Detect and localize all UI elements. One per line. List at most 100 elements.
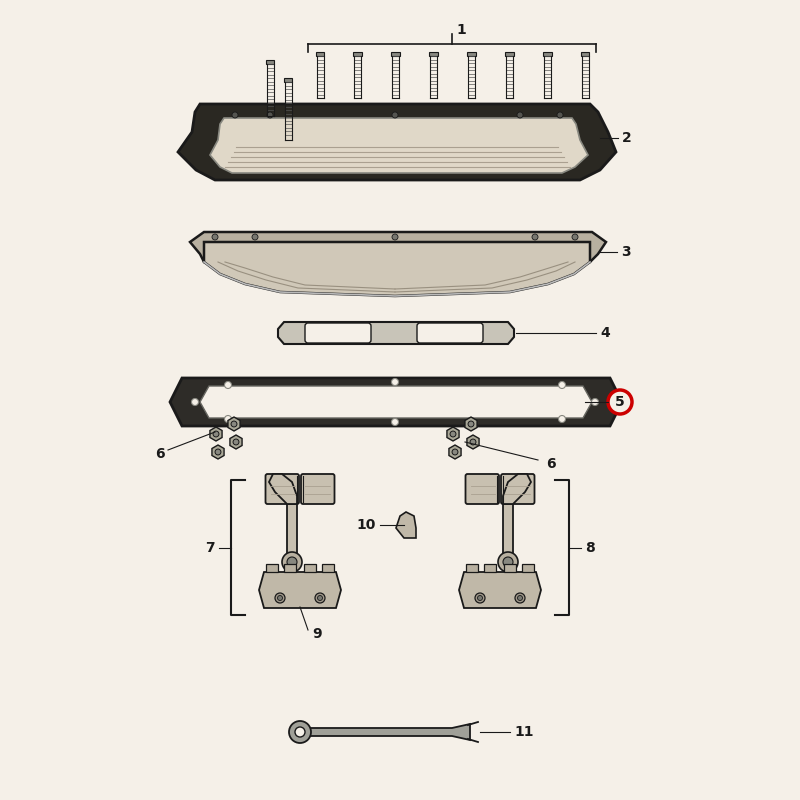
Text: 5: 5 <box>615 395 625 409</box>
Bar <box>542 52 551 56</box>
Circle shape <box>558 382 566 389</box>
Circle shape <box>318 595 322 601</box>
Circle shape <box>392 234 398 240</box>
Text: 8: 8 <box>585 541 594 555</box>
Text: 3: 3 <box>621 245 630 259</box>
Circle shape <box>233 439 239 445</box>
Circle shape <box>475 593 485 603</box>
FancyBboxPatch shape <box>501 474 534 504</box>
FancyBboxPatch shape <box>305 323 371 343</box>
Polygon shape <box>212 445 224 459</box>
Polygon shape <box>210 118 588 173</box>
Bar <box>287 504 297 562</box>
Polygon shape <box>447 427 459 441</box>
Circle shape <box>392 112 398 118</box>
Polygon shape <box>210 427 222 441</box>
Polygon shape <box>503 474 531 504</box>
Circle shape <box>289 721 311 743</box>
FancyBboxPatch shape <box>466 474 499 504</box>
Circle shape <box>278 595 282 601</box>
Circle shape <box>391 418 398 426</box>
Circle shape <box>231 421 237 427</box>
Text: 7: 7 <box>206 541 215 555</box>
Bar <box>429 52 438 56</box>
Circle shape <box>267 112 273 118</box>
Circle shape <box>503 557 513 567</box>
Circle shape <box>532 234 538 240</box>
Bar <box>284 564 296 572</box>
Bar <box>284 78 292 82</box>
Text: 2: 2 <box>622 131 632 145</box>
Circle shape <box>232 112 238 118</box>
Polygon shape <box>204 242 590 296</box>
Polygon shape <box>178 104 616 180</box>
Circle shape <box>275 593 285 603</box>
Text: 9: 9 <box>312 627 322 641</box>
Bar <box>503 504 513 562</box>
Polygon shape <box>170 378 622 426</box>
Bar <box>266 60 274 64</box>
Text: 1: 1 <box>456 23 466 37</box>
Polygon shape <box>308 724 470 740</box>
Circle shape <box>515 593 525 603</box>
Circle shape <box>213 431 219 437</box>
Circle shape <box>470 439 476 445</box>
Circle shape <box>452 449 458 455</box>
Bar <box>266 564 278 572</box>
Bar <box>304 564 316 572</box>
Polygon shape <box>200 386 592 418</box>
Polygon shape <box>228 417 240 431</box>
Circle shape <box>191 398 198 406</box>
Bar <box>322 564 334 572</box>
Bar <box>484 564 496 572</box>
Circle shape <box>608 390 632 414</box>
Bar <box>354 52 362 56</box>
Bar <box>391 52 400 56</box>
Bar <box>581 52 590 56</box>
Text: 10: 10 <box>357 518 376 532</box>
Polygon shape <box>467 435 479 449</box>
Circle shape <box>572 234 578 240</box>
Circle shape <box>518 595 522 601</box>
Polygon shape <box>396 512 416 538</box>
Circle shape <box>287 557 297 567</box>
Circle shape <box>295 727 305 737</box>
Polygon shape <box>465 417 477 431</box>
Bar <box>522 564 534 572</box>
Bar <box>505 52 514 56</box>
Text: 11: 11 <box>514 725 534 739</box>
Text: 4: 4 <box>600 326 610 340</box>
Polygon shape <box>230 435 242 449</box>
Circle shape <box>225 415 231 422</box>
Circle shape <box>212 234 218 240</box>
FancyBboxPatch shape <box>266 474 299 504</box>
Circle shape <box>558 415 566 422</box>
Bar <box>504 564 516 572</box>
Circle shape <box>315 593 325 603</box>
Bar <box>466 564 478 572</box>
Circle shape <box>450 431 456 437</box>
Circle shape <box>557 112 563 118</box>
Bar <box>316 52 324 56</box>
Circle shape <box>478 595 482 601</box>
Polygon shape <box>259 572 341 608</box>
Polygon shape <box>449 445 461 459</box>
Circle shape <box>225 382 231 389</box>
FancyBboxPatch shape <box>301 474 334 504</box>
Circle shape <box>591 398 598 406</box>
Circle shape <box>498 552 518 572</box>
Circle shape <box>517 112 523 118</box>
FancyBboxPatch shape <box>417 323 483 343</box>
Bar <box>467 52 476 56</box>
Text: 6: 6 <box>155 447 165 461</box>
Circle shape <box>282 552 302 572</box>
Polygon shape <box>269 474 297 504</box>
Circle shape <box>391 378 398 386</box>
Polygon shape <box>459 572 541 608</box>
Circle shape <box>252 234 258 240</box>
Circle shape <box>468 421 474 427</box>
Polygon shape <box>190 232 606 262</box>
Circle shape <box>215 449 221 455</box>
Text: 6: 6 <box>546 457 556 471</box>
Polygon shape <box>278 322 514 344</box>
